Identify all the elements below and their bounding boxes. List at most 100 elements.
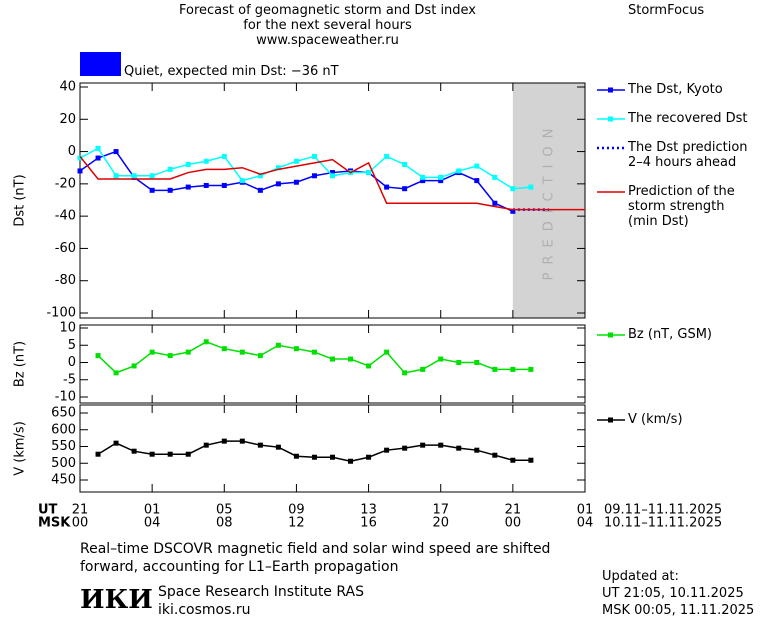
data-point — [131, 173, 137, 179]
data-point — [113, 173, 119, 179]
y-tick-label: 650 — [51, 406, 76, 421]
data-point — [510, 366, 516, 372]
data-point — [420, 178, 426, 184]
data-point — [149, 187, 155, 193]
data-point — [438, 174, 444, 180]
legend-label: The Dst prediction 2–4 hours ahead — [628, 140, 748, 170]
data-point — [330, 454, 335, 460]
data-point — [149, 173, 155, 179]
y-tick-label: 450 — [51, 473, 76, 488]
data-point — [474, 447, 480, 453]
legend-label: V (km/s) — [628, 412, 683, 427]
series-line — [79, 155, 585, 211]
row-label: UT — [38, 503, 58, 518]
plot-frame — [79, 82, 586, 319]
data-point — [167, 166, 173, 172]
data-point — [257, 353, 263, 359]
y-tick-label: 500 — [51, 456, 76, 471]
data-point — [474, 178, 480, 184]
data-point — [77, 155, 83, 161]
x-tick-label: 17 — [432, 503, 449, 518]
x-tick-label: 05 — [216, 503, 233, 518]
y-tick-label: -60 — [55, 241, 76, 256]
data-point — [311, 349, 317, 355]
data-point — [311, 173, 317, 179]
data-point — [95, 145, 101, 151]
date-range: 10.11–11.11.2025 — [604, 516, 722, 531]
legend-marker — [608, 332, 613, 338]
data-point — [239, 178, 245, 184]
data-point — [474, 163, 480, 169]
data-point — [438, 356, 444, 362]
data-point — [492, 452, 498, 458]
data-point — [528, 366, 534, 372]
data-point — [384, 153, 390, 159]
data-point — [77, 168, 83, 174]
data-point — [95, 353, 101, 359]
data-point — [203, 182, 209, 188]
x-tick-label: 01 — [144, 503, 161, 518]
y-tick-label: 550 — [51, 439, 76, 454]
y-axis-label: Dst (nT) — [13, 174, 28, 226]
data-point — [528, 184, 534, 190]
data-point — [420, 366, 426, 372]
y-tick-label: 5 — [68, 338, 76, 353]
data-point — [113, 149, 119, 155]
data-point — [185, 184, 191, 190]
data-point — [275, 165, 281, 171]
data-point — [492, 200, 498, 206]
legend-marker — [608, 87, 613, 93]
data-point — [384, 447, 390, 453]
data-point — [438, 178, 444, 184]
data-point — [311, 153, 317, 159]
data-point — [366, 363, 372, 369]
prediction-band — [512, 83, 585, 318]
data-point — [275, 181, 281, 187]
data-point — [203, 158, 209, 164]
x-tick-label-msk: 16 — [360, 516, 377, 531]
legend-marker — [608, 417, 613, 423]
data-point — [456, 168, 462, 174]
title: Forecast of geomagnetic storm and Dst in… — [178, 3, 477, 48]
data-point — [131, 363, 137, 369]
status-swatch — [80, 52, 121, 76]
data-point — [402, 161, 408, 167]
y-axis-label: V (km/s) — [13, 421, 28, 476]
data-point — [293, 453, 299, 459]
data-point — [95, 451, 101, 457]
x-tick-label: 01 — [577, 503, 594, 518]
data-point — [239, 438, 245, 444]
data-point — [167, 353, 173, 359]
y-tick-label: -80 — [55, 273, 76, 288]
y-tick-label: 0 — [68, 355, 76, 370]
x-tick-label-msk: 12 — [288, 516, 305, 531]
x-tick-label-msk: 04 — [144, 516, 161, 531]
data-point — [221, 182, 227, 188]
data-point — [438, 442, 444, 448]
data-point — [492, 366, 498, 372]
data-point — [203, 339, 209, 345]
data-point — [293, 179, 299, 185]
updated: Updated at: UT 21:05, 10.11.2025 MSK 00:… — [602, 569, 755, 618]
data-point — [221, 438, 227, 444]
y-tick-label: -40 — [55, 209, 76, 224]
y-tick-label: -100 — [46, 306, 76, 321]
y-tick-label: 20 — [59, 112, 76, 127]
data-point — [275, 342, 281, 348]
data-point — [528, 457, 534, 463]
x-tick-label: 13 — [360, 503, 377, 518]
plot-frame — [79, 404, 586, 493]
data-point — [348, 458, 354, 464]
data-point — [366, 454, 372, 460]
data-point — [257, 442, 263, 448]
data-point — [456, 360, 462, 365]
data-point — [330, 356, 335, 362]
data-point — [95, 155, 101, 161]
series-line — [79, 147, 531, 190]
data-point — [113, 370, 119, 376]
data-point — [257, 187, 263, 193]
data-point — [330, 173, 335, 179]
y-tick-label: -5 — [63, 372, 76, 387]
